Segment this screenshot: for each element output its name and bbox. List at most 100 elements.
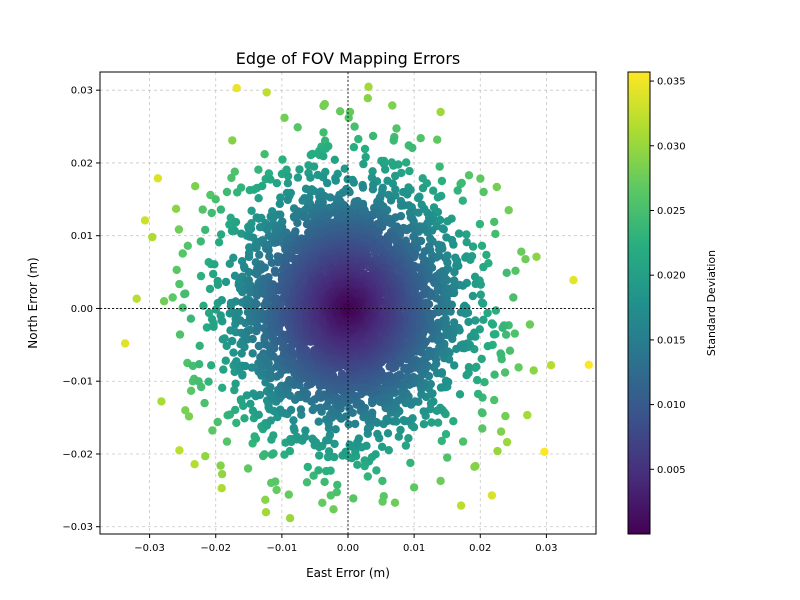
scatter-point bbox=[569, 275, 578, 285]
scatter-point bbox=[350, 122, 359, 131]
scatter-point bbox=[454, 229, 464, 238]
scatter-point bbox=[389, 136, 398, 145]
scatter-point bbox=[371, 417, 381, 427]
scatter-point bbox=[207, 361, 216, 370]
scatter-point bbox=[219, 365, 228, 374]
colorbar bbox=[627, 71, 651, 535]
scatter-point bbox=[502, 268, 511, 277]
scatter-point bbox=[325, 430, 335, 440]
scatter-point bbox=[181, 406, 190, 415]
scatter-point bbox=[207, 208, 216, 218]
scatter-point bbox=[302, 478, 312, 487]
scatter-point bbox=[368, 408, 377, 417]
scatter-point bbox=[230, 226, 239, 235]
scatter-point bbox=[231, 379, 240, 388]
scatter-point bbox=[389, 161, 398, 170]
scatter-point bbox=[498, 323, 507, 332]
scatter-point bbox=[289, 416, 298, 425]
scatter-point bbox=[218, 317, 227, 326]
scatter-point bbox=[183, 241, 192, 250]
scatter-point bbox=[358, 183, 368, 192]
scatter-point bbox=[314, 466, 323, 475]
scatter-point bbox=[222, 187, 232, 197]
scatter-point bbox=[210, 260, 219, 269]
chart-title: Edge of FOV Mapping Errors bbox=[236, 49, 461, 68]
scatter-point bbox=[245, 243, 254, 252]
scatter-point bbox=[248, 406, 258, 415]
scatter-point bbox=[275, 199, 284, 209]
scatter-point bbox=[466, 332, 476, 341]
scatter-point bbox=[462, 230, 471, 239]
scatter-point bbox=[238, 370, 247, 379]
colorbar-tick-label: 0.025 bbox=[657, 206, 686, 217]
scatter-point bbox=[377, 442, 387, 451]
scatter-point bbox=[426, 234, 435, 243]
scatter-point bbox=[408, 143, 417, 153]
scatter-point bbox=[252, 299, 261, 309]
scatter-point bbox=[271, 268, 280, 277]
scatter-point bbox=[321, 144, 330, 153]
scatter-point bbox=[221, 356, 230, 365]
scatter-point bbox=[450, 361, 459, 370]
scatter-point bbox=[234, 308, 243, 317]
scatter-point bbox=[353, 460, 362, 469]
scatter-point bbox=[368, 131, 378, 141]
scatter-point bbox=[456, 179, 465, 189]
scatter-point bbox=[248, 349, 257, 358]
scatter-point bbox=[368, 167, 377, 176]
scatter-point bbox=[435, 215, 445, 225]
scatter-point bbox=[209, 269, 218, 279]
scatter-point bbox=[340, 164, 349, 173]
scatter-point bbox=[442, 233, 451, 242]
scatter-point bbox=[198, 205, 207, 214]
scatter-point bbox=[318, 498, 327, 507]
scatter-point bbox=[266, 175, 275, 184]
scatter-point bbox=[175, 279, 184, 289]
scatter-point bbox=[262, 355, 272, 365]
scatter-point bbox=[477, 241, 487, 250]
scatter-point bbox=[401, 441, 411, 450]
scatter-point bbox=[332, 488, 341, 497]
scatter-point bbox=[273, 237, 282, 247]
scatter-point bbox=[248, 334, 257, 344]
scatter-point bbox=[388, 101, 397, 110]
scatter-point bbox=[217, 469, 227, 479]
scatter-point bbox=[186, 314, 196, 323]
scatter-point bbox=[232, 418, 241, 428]
scatter-point bbox=[414, 193, 423, 203]
scatter-point bbox=[416, 380, 425, 390]
scatter-point bbox=[320, 477, 329, 487]
x-tick-label: −0.02 bbox=[200, 543, 231, 554]
scatter-point bbox=[408, 414, 417, 423]
scatter-point bbox=[331, 176, 340, 185]
scatter-point bbox=[306, 173, 315, 182]
scatter-point bbox=[514, 363, 523, 372]
scatter-point bbox=[479, 315, 488, 324]
scatter-point bbox=[301, 426, 310, 435]
scatter-point bbox=[306, 150, 315, 160]
scatter-point bbox=[247, 363, 257, 372]
scatter-point bbox=[433, 135, 442, 144]
scatter-point bbox=[303, 462, 312, 472]
scatter-point bbox=[349, 143, 359, 152]
scatter-point bbox=[318, 173, 328, 182]
scatter-point bbox=[502, 437, 512, 447]
scatter-point bbox=[330, 452, 339, 462]
scatter-point bbox=[329, 505, 338, 514]
scatter-point bbox=[178, 249, 187, 258]
scatter-point bbox=[331, 425, 340, 434]
scatter-point bbox=[335, 107, 345, 116]
x-tick-label: 0.03 bbox=[535, 543, 557, 554]
scatter-point bbox=[360, 144, 370, 154]
scatter-point bbox=[330, 439, 339, 449]
scatter-point bbox=[209, 319, 218, 328]
scatter-point bbox=[458, 437, 468, 446]
scatter-point bbox=[477, 408, 487, 417]
scatter-point bbox=[437, 176, 447, 186]
scatter-point bbox=[449, 417, 458, 426]
scatter-point bbox=[370, 248, 379, 257]
scatter-point bbox=[323, 178, 332, 188]
scatter-point bbox=[216, 205, 226, 214]
scatter-point bbox=[354, 134, 363, 144]
